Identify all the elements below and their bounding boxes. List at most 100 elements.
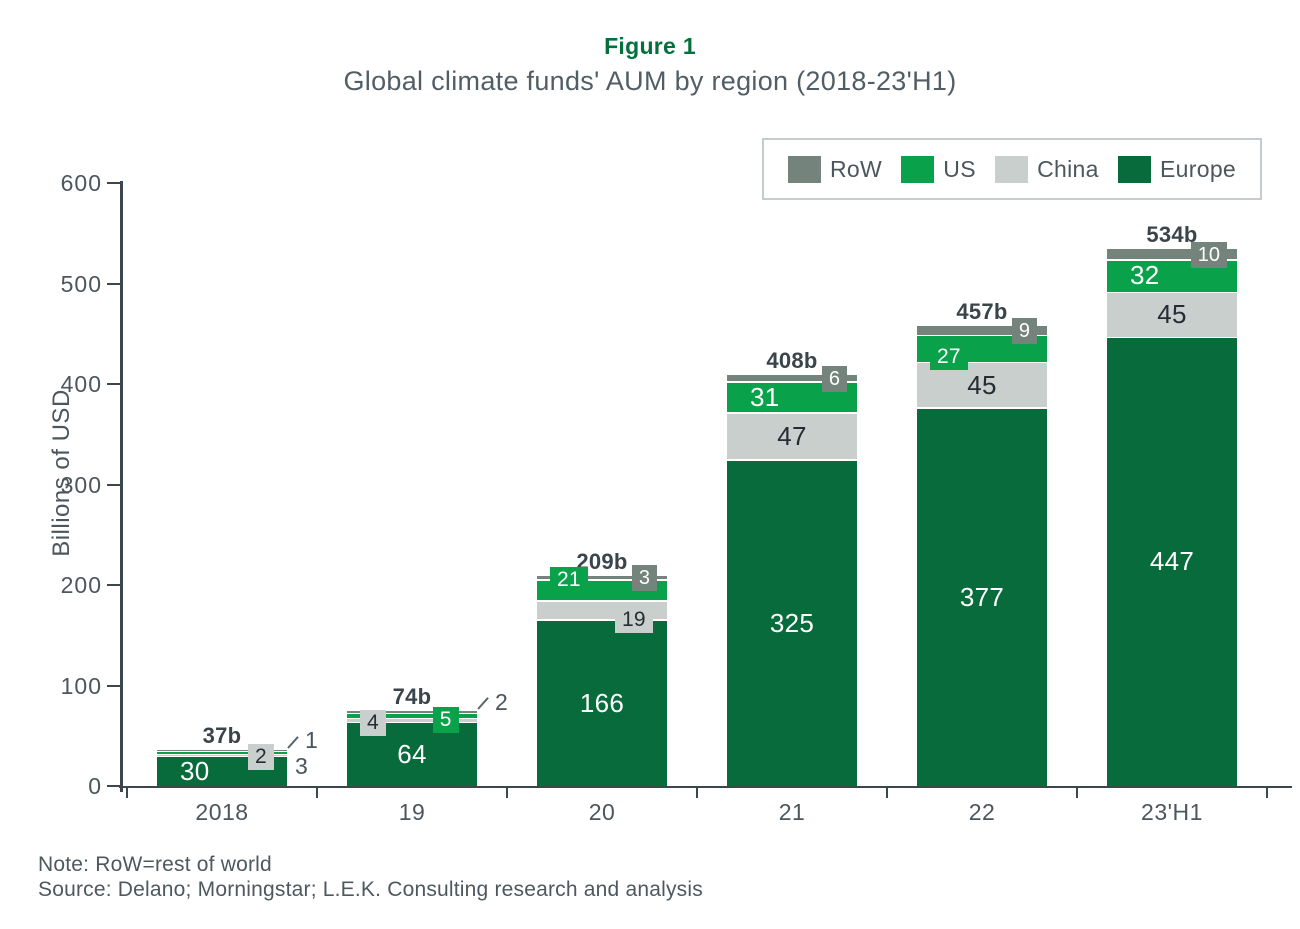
bar-segment-row-22: [917, 325, 1047, 335]
y-tick-label: 0: [88, 773, 102, 799]
bar-segment-row-21: [727, 374, 857, 381]
segment-separator: [537, 619, 667, 621]
bar-total-label-23H1: 534b: [1146, 222, 1198, 248]
y-tick-label: 300: [60, 471, 102, 498]
segment-separator: [917, 361, 1047, 364]
value-chip-us-20: 21: [550, 566, 588, 593]
segment-separator: [347, 717, 477, 720]
figure-label: Figure 1: [604, 33, 696, 59]
segment-separator: [157, 753, 287, 756]
value-label-china-23H1: 45: [1157, 299, 1187, 330]
source-text: Source: Delano; Morningstar; L.E.K. Cons…: [38, 878, 703, 901]
note-text: Note: RoW=rest of world: [38, 853, 272, 876]
y-axis-line: [120, 181, 123, 792]
x-tick: [506, 787, 509, 798]
segment-separator: [347, 712, 477, 715]
value-label-us-21: 31: [750, 381, 780, 412]
bar-segment-china-23H1: [1107, 291, 1237, 337]
value-chip-row-23H1: 10: [1190, 242, 1227, 269]
x-tick: [126, 787, 129, 798]
y-tick-label: 400: [60, 371, 102, 397]
bar-segment-row-2018: [157, 749, 287, 751]
bar-segment-row-20: [537, 575, 667, 579]
y-tick: [107, 584, 121, 587]
y-tick: [107, 483, 121, 486]
bar-total-label-22: 457b: [956, 298, 1008, 324]
legend-label: US: [943, 155, 976, 182]
y-tick: [107, 785, 121, 788]
bar-total-label-21: 408b: [766, 347, 818, 373]
legend-swatch-europe: [1118, 155, 1152, 183]
segment-separator: [1107, 336, 1237, 339]
bar-segment-europe-21: [727, 459, 857, 786]
value-chip-us-19: 5: [432, 707, 459, 734]
x-category-label: 2018: [195, 799, 249, 825]
legend: RoW US China Europe: [762, 138, 1262, 200]
value-label-leader-row-19: 2: [495, 688, 508, 715]
x-tick: [696, 787, 699, 798]
y-tick-label: 100: [60, 672, 102, 699]
x-category-label: 23'H1: [1141, 799, 1203, 825]
y-tick-label: 500: [60, 270, 102, 297]
value-label-europe-21: 325: [769, 607, 815, 638]
x-axis-line: [119, 785, 1292, 788]
value-label-europe-20: 166: [579, 687, 625, 718]
value-chip-row-22: 9: [1011, 318, 1037, 345]
value-chip-row-20: 3: [631, 565, 657, 592]
legend-label: RoW: [830, 155, 883, 182]
legend-item-europe: Europe: [1118, 155, 1236, 183]
value-label-leader-row-2018: 1: [305, 726, 318, 753]
segment-separator: [917, 334, 1047, 337]
bar-segment-europe-20: [537, 619, 667, 786]
bar-segment-europe-23H1: [1107, 336, 1237, 786]
y-tick: [107, 182, 121, 185]
value-label-europe-23H1: 447: [1149, 546, 1195, 577]
y-tick-label: 600: [60, 170, 102, 196]
bar-segment-china-21: [727, 412, 857, 460]
y-tick-label: 200: [60, 572, 102, 598]
bar-segment-row-23H1: [1107, 249, 1237, 260]
segment-separator: [347, 721, 477, 724]
value-chip-china-19: 4: [360, 709, 386, 736]
value-chip-china-20: 19: [615, 607, 653, 634]
segment-separator: [1107, 259, 1237, 261]
y-tick: [107, 383, 121, 386]
legend-swatch-china: [995, 155, 1029, 183]
legend-item-row: RoW: [788, 155, 883, 183]
segment-separator: [1107, 291, 1237, 294]
value-chip-china-2018: 2: [248, 743, 274, 770]
value-label-us-23H1: 32: [1130, 260, 1160, 291]
y-tick: [107, 282, 121, 285]
legend-item-us: US: [901, 155, 976, 183]
segment-separator: [157, 750, 287, 753]
x-category-label: 20: [588, 799, 616, 825]
bar-total-label-19: 74b: [392, 683, 432, 709]
x-category-label: 19: [398, 799, 426, 825]
value-label-china-22: 45: [967, 369, 997, 400]
segment-separator: [727, 412, 857, 414]
segment-separator: [727, 380, 857, 383]
legend-item-china: China: [995, 155, 1099, 183]
bar-segment-row-19: [347, 710, 477, 713]
x-tick: [1266, 787, 1269, 798]
segment-separator: [727, 459, 857, 461]
x-category-label: 21: [778, 799, 806, 825]
x-tick: [1076, 787, 1079, 798]
segment-separator: [157, 755, 287, 758]
bar-segment-europe-22: [917, 407, 1047, 786]
x-tick: [886, 787, 889, 798]
legend-swatch-row: [788, 155, 821, 183]
segment-separator: [537, 578, 667, 581]
value-label-europe-19: 64: [397, 738, 427, 769]
legend-label: China: [1037, 155, 1099, 182]
value-label-europe-2018: 30: [180, 755, 210, 786]
bar-total-label-2018: 37b: [202, 722, 242, 748]
legend-swatch-us: [901, 155, 935, 183]
segment-separator: [917, 407, 1047, 409]
x-tick: [316, 787, 319, 798]
value-label-europe-22: 377: [959, 581, 1005, 612]
x-category-label: 22: [968, 799, 996, 825]
value-chip-us-22: 27: [930, 344, 968, 371]
